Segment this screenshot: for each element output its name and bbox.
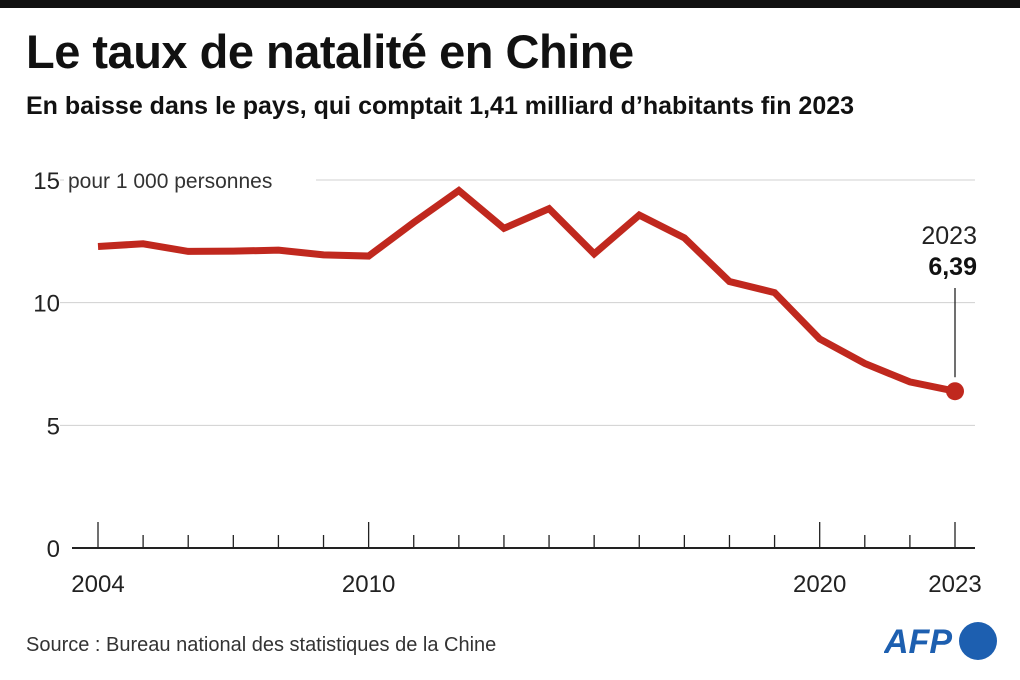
source-note: Source : Bureau national des statistique…	[26, 634, 497, 656]
x-tick-label: 2023	[928, 571, 981, 598]
annotation-year: 2023	[921, 222, 977, 250]
y-tick-label: 15	[33, 168, 60, 195]
y-tick-label: 0	[47, 536, 60, 563]
x-tick-label: 2010	[342, 571, 395, 598]
y-tick-label: 5	[47, 413, 60, 440]
chart-subtitle: En baisse dans le pays, qui comptait 1,4…	[26, 92, 855, 120]
x-tick-label: 2004	[71, 571, 124, 598]
y-tick-label: 10	[33, 291, 60, 318]
top-bar	[0, 0, 1020, 8]
data-point	[946, 382, 964, 401]
chart-title: Le taux de natalité en Chine	[26, 25, 634, 78]
svg-text:AFP: AFP	[884, 623, 952, 661]
y-axis-label: pour 1 000 personnes	[68, 170, 272, 193]
unit-label-bg	[64, 166, 316, 194]
series-line	[97, 186, 956, 395]
annotation-value: 6,39	[928, 253, 977, 281]
x-tick-label: 2020	[793, 571, 846, 598]
